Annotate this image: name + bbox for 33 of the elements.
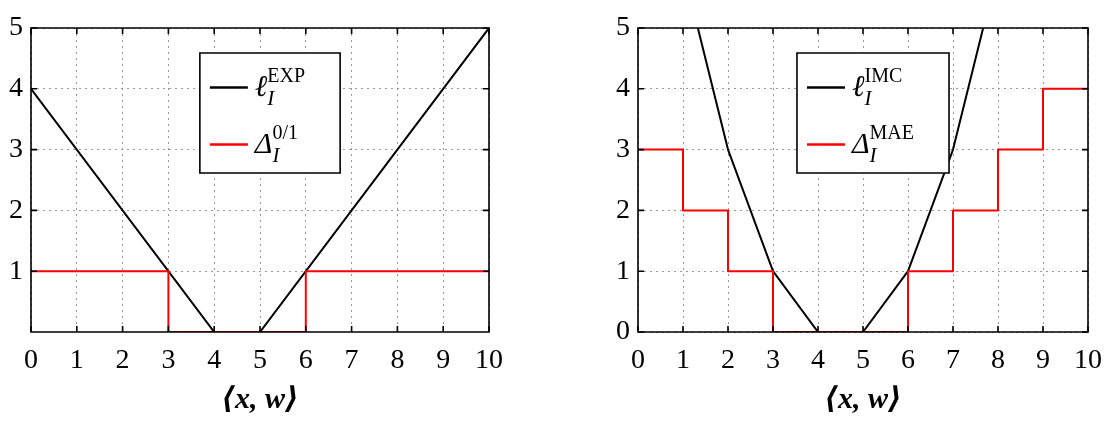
x-tick-label: 7: [946, 343, 960, 375]
x-tick-label: 10: [1074, 343, 1102, 375]
y-tick-label: 0: [616, 314, 630, 346]
x-tick-label: 9: [1036, 343, 1050, 375]
x-tick-label: 1: [69, 343, 84, 375]
x-axis-title: ⟨x, w⟩: [221, 380, 299, 414]
y-tick-label: 5: [616, 10, 630, 42]
x-tick-label: 10: [475, 343, 503, 375]
y-tick-label: 1: [616, 253, 630, 285]
x-tick-label: 3: [161, 343, 176, 375]
y-tick-label: 4: [9, 71, 23, 103]
x-tick-label: 4: [207, 343, 222, 375]
x-tick-label: 9: [436, 343, 451, 375]
y-tick-label: 2: [616, 192, 630, 224]
x-tick-label: 4: [811, 343, 825, 375]
x-tick-label: 6: [901, 343, 915, 375]
y-tick-label: 3: [616, 131, 630, 163]
x-tick-label: 5: [253, 343, 267, 375]
x-axis-title: ⟨x, w⟩: [824, 380, 902, 414]
y-tick-label: 5: [9, 10, 23, 42]
y-tick-label: 1: [9, 253, 23, 285]
x-tick-label: 2: [721, 343, 735, 375]
y-tick-label: 3: [9, 131, 23, 163]
y-tick-label: 2: [9, 192, 23, 224]
x-tick-label: 7: [344, 343, 359, 375]
x-tick-label: 8: [390, 343, 405, 375]
y-tick-label: 4: [616, 71, 630, 103]
x-tick-label: 8: [991, 343, 1005, 375]
x-tick-label: 2: [115, 343, 130, 375]
x-tick-label: 3: [766, 343, 780, 375]
x-tick-label: 6: [298, 343, 313, 375]
x-tick-label: 5: [856, 343, 870, 375]
x-tick-label: 1: [676, 343, 690, 375]
